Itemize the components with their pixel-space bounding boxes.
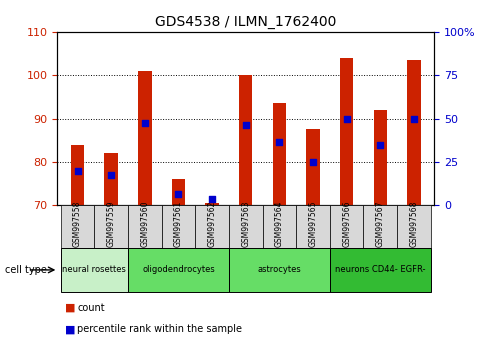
Bar <box>272 103 286 205</box>
Text: cell type: cell type <box>5 265 47 275</box>
Point <box>343 116 351 121</box>
Bar <box>239 75 252 205</box>
Text: neurons CD44- EGFR-: neurons CD44- EGFR- <box>335 266 426 274</box>
Text: percentile rank within the sample: percentile rank within the sample <box>77 324 243 334</box>
Text: GSM997567: GSM997567 <box>376 201 385 247</box>
Bar <box>104 153 118 205</box>
Point <box>208 196 216 202</box>
Text: GSM997564: GSM997564 <box>275 201 284 247</box>
Text: count: count <box>77 303 105 313</box>
Text: GSM997561: GSM997561 <box>174 201 183 247</box>
Text: GSM997562: GSM997562 <box>208 201 217 247</box>
Text: GSM997558: GSM997558 <box>73 201 82 247</box>
Bar <box>172 179 185 205</box>
Text: ■: ■ <box>65 303 75 313</box>
Point <box>107 172 115 178</box>
Text: GSM997566: GSM997566 <box>342 201 351 247</box>
Text: neural rosettes: neural rosettes <box>62 266 126 274</box>
Bar <box>138 71 152 205</box>
Bar <box>306 130 320 205</box>
Text: GSM997560: GSM997560 <box>140 201 149 247</box>
Point <box>73 168 81 173</box>
Point <box>275 139 283 145</box>
Bar <box>407 60 421 205</box>
Text: GSM997568: GSM997568 <box>410 201 419 247</box>
Text: GSM997565: GSM997565 <box>308 201 317 247</box>
Title: GDS4538 / ILMN_1762400: GDS4538 / ILMN_1762400 <box>155 16 336 29</box>
Bar <box>71 144 84 205</box>
Text: ■: ■ <box>65 324 75 334</box>
Text: oligodendrocytes: oligodendrocytes <box>142 266 215 274</box>
Text: GSM997563: GSM997563 <box>241 201 250 247</box>
Bar <box>206 203 219 205</box>
Text: GSM997559: GSM997559 <box>107 201 116 247</box>
Point <box>242 122 250 128</box>
Bar <box>340 58 353 205</box>
Point <box>175 192 183 197</box>
Bar <box>374 110 387 205</box>
Point <box>309 159 317 165</box>
Point <box>141 120 149 126</box>
Point <box>376 142 384 147</box>
Point <box>410 116 418 121</box>
Text: astrocytes: astrocytes <box>257 266 301 274</box>
